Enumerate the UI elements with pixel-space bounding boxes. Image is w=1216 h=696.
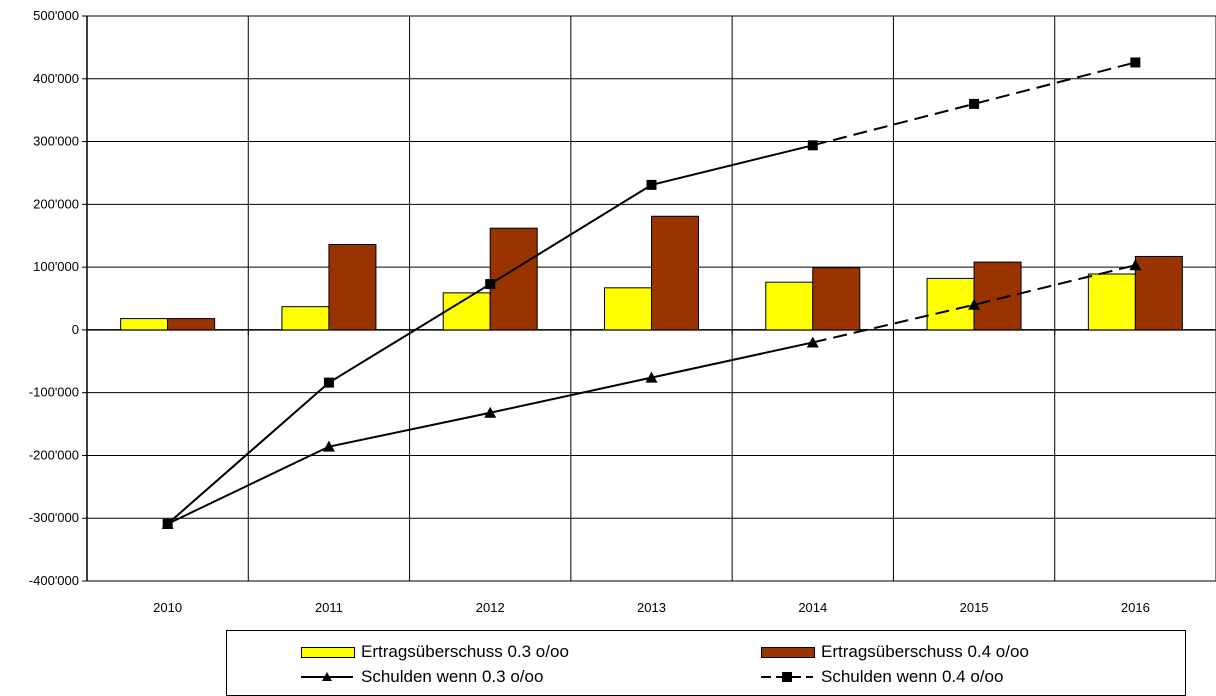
square-marker	[1130, 57, 1141, 68]
legend-item-schulden-03: Schulden wenn 0.3 o/oo	[299, 666, 543, 688]
legend-item-ertrag-04: Ertragsüberschuss 0.4 o/oo	[761, 641, 1029, 663]
triangle-marker	[1129, 259, 1142, 271]
series-line	[166, 144, 814, 525]
triangle-marker	[322, 440, 335, 452]
series-line-dashed	[812, 61, 1136, 147]
y-tick-label: -400'000	[29, 573, 79, 588]
y-tick-label: -200'000	[29, 447, 79, 462]
triangle-line-icon	[301, 672, 353, 681]
square-marker	[162, 518, 173, 529]
bar	[973, 261, 1022, 331]
bar	[1134, 255, 1183, 331]
series-line-dashed	[812, 264, 1136, 344]
square-marker	[646, 179, 657, 190]
bar	[604, 287, 652, 331]
bar	[120, 318, 169, 331]
y-tick-label: -100'000	[29, 385, 79, 400]
chart: 500'000 400'000 300'000 200'000 100'000 0 -100…	[29, 8, 1216, 615]
x-tick-label: 2012	[476, 600, 505, 615]
triangle-marker	[484, 406, 497, 418]
x-tick-label: 2010	[153, 600, 182, 615]
x-tick-label: 2015	[960, 600, 989, 615]
x-tick-label: 2016	[1121, 600, 1150, 615]
markers	[161, 57, 1142, 529]
y-tick-label: 300'000	[33, 134, 79, 149]
bar	[926, 277, 975, 331]
square-marker	[807, 140, 818, 151]
bar	[812, 267, 861, 331]
bar	[765, 281, 814, 331]
bar	[328, 244, 377, 331]
legend: Ertragsüberschuss 0.3 o/oo Ertragsübersc…	[226, 630, 1186, 696]
y-tick-label: 200'000	[33, 196, 79, 211]
bar	[651, 215, 699, 331]
y-tick-label: 400'000	[33, 71, 79, 86]
square-marker	[969, 98, 980, 109]
square-marker	[485, 279, 496, 290]
y-tick-label: 0	[72, 322, 79, 337]
legend-label: Ertragsüberschuss 0.3 o/oo	[361, 642, 569, 661]
legend-label: Ertragsüberschuss 0.4 o/oo	[821, 642, 1029, 661]
legend-label: Schulden wenn 0.3 o/oo	[361, 667, 544, 686]
bar	[281, 306, 330, 331]
square-dashed-line-icon	[761, 672, 813, 682]
legend-item-schulden-04: Schulden wenn 0.4 o/oo	[759, 666, 1003, 688]
tick-labels: 500'000 400'000 300'000 200'000 100'000 0 -100…	[29, 8, 1150, 615]
y-tick-label: -300'000	[29, 510, 79, 525]
legend-label: Schulden wenn 0.4 o/oo	[821, 667, 1004, 686]
bar	[167, 318, 216, 331]
x-tick-label: 2014	[798, 600, 827, 615]
legend-swatch-brown	[761, 646, 815, 658]
bar	[1087, 273, 1136, 331]
triangle-marker	[968, 298, 981, 310]
legend-swatch-yellow	[301, 646, 355, 658]
triangle-marker	[645, 371, 658, 383]
y-tick-label: 500'000	[33, 8, 79, 23]
bars	[120, 215, 1183, 331]
triangle-marker	[806, 336, 819, 348]
y-tick-label: 100'000	[33, 259, 79, 274]
series-line	[167, 341, 813, 525]
x-tick-label: 2011	[315, 600, 343, 615]
legend-item-ertrag-03: Ertragsüberschuss 0.3 o/oo	[301, 641, 569, 663]
square-marker	[323, 377, 334, 388]
x-tick-label: 2013	[637, 600, 666, 615]
gridlines	[82, 15, 1216, 582]
